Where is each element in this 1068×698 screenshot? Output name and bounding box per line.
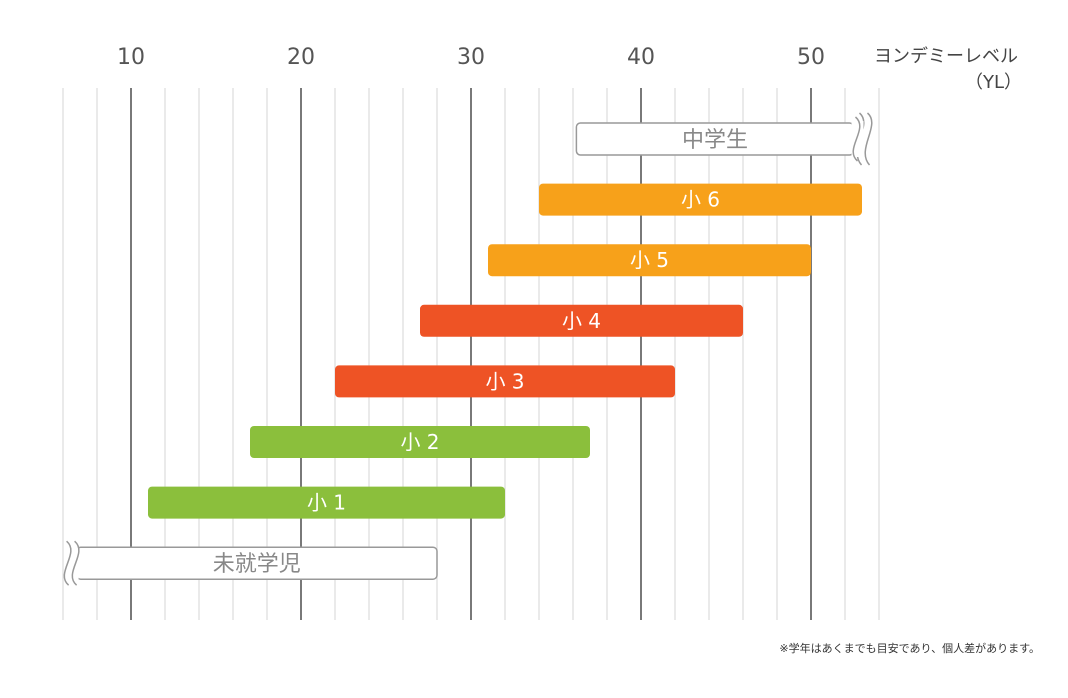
break-mask [851,121,864,157]
bar-group: 小 6 [539,183,862,216]
grid-lines [62,88,880,620]
bar-group: 小 4 [420,304,743,337]
break-mark [71,540,80,586]
x-tick-label: 10 [117,45,145,70]
bar-label: 小 4 [562,309,601,333]
break-mark [63,540,72,586]
axis-unit: （YL） [965,72,1022,93]
x-tick-label: 20 [287,45,315,70]
bar [420,304,743,337]
axis-title: ヨンデミーレベル [874,46,1018,67]
bar-group: 小 3 [335,365,675,398]
bar-label: 小 1 [307,491,346,515]
bar [488,244,811,277]
footnote: ※学年はあくまでも目安であり、個人差があります。 [779,642,1040,655]
break-mask [66,545,79,582]
bar-label: 中学生 [682,128,748,153]
x-tick-label: 50 [797,45,825,70]
bar-label: 小 5 [630,248,669,272]
bar-group: 未就学児 [63,540,438,586]
bar-label: 未就学児 [213,552,301,577]
x-tick-label: 30 [457,45,485,70]
bar-group: 小 5 [488,244,811,277]
bar [335,365,675,398]
bar-label: 小 3 [485,369,524,393]
break-mark [852,116,861,162]
bar [539,183,862,216]
bar [148,486,505,519]
break-mark [864,112,873,166]
bar [250,426,590,458]
bar-group: 中学生 [575,112,873,166]
x-tick-label: 40 [627,45,655,70]
bar-group: 小 1 [148,486,505,519]
bar-group: 小 2 [250,426,590,458]
bar-label: 小 2 [400,430,439,454]
x-tick-labels: 10 20 30 40 50 [117,45,825,70]
bar-label: 小 6 [681,188,720,212]
